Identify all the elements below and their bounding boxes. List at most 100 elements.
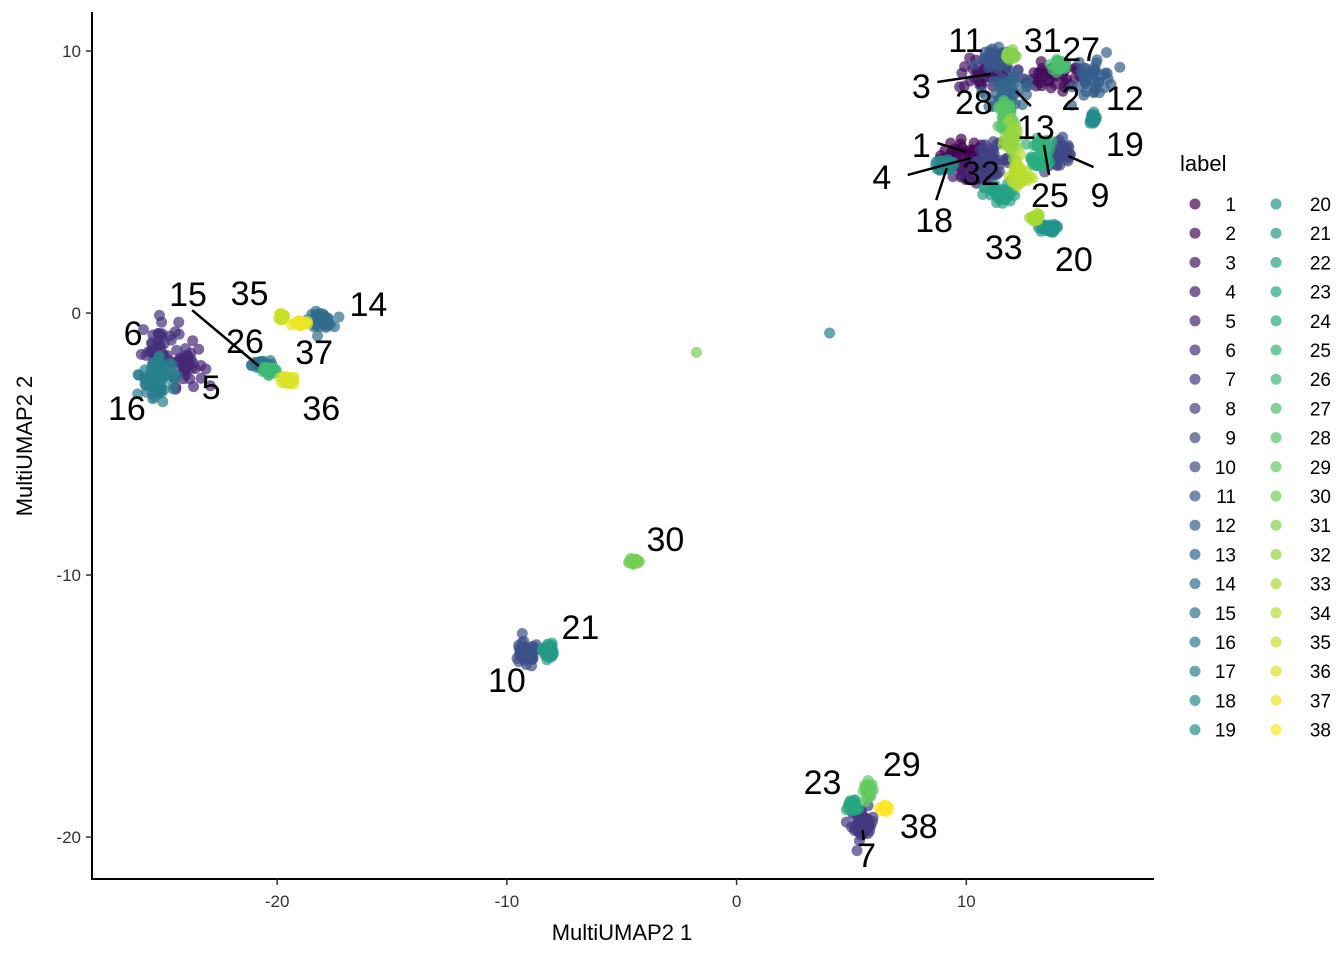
point-cluster-6 xyxy=(137,324,149,336)
legend-item-3: 3 xyxy=(1189,253,1236,274)
point-cluster-12 xyxy=(1089,63,1101,75)
legend-label: 4 xyxy=(1225,283,1236,304)
point-cluster-26 xyxy=(266,365,278,377)
legend-label: 30 xyxy=(1310,487,1331,508)
legend-item-1: 1 xyxy=(1189,195,1236,216)
cluster-label-5: 5 xyxy=(202,369,221,407)
legend-item-24: 24 xyxy=(1270,312,1331,333)
point-cluster-8 xyxy=(990,169,1002,181)
cluster-label-29: 29 xyxy=(883,746,921,784)
point-cluster-8 xyxy=(970,156,982,168)
point-cluster-3 xyxy=(958,80,970,92)
cluster-label-16: 16 xyxy=(108,390,146,428)
point-cluster-1 xyxy=(955,133,967,145)
point-cluster-17 xyxy=(824,327,836,339)
legend-item-31: 31 xyxy=(1270,516,1331,537)
x-tick-label: -10 xyxy=(495,892,520,911)
cluster-label-14: 14 xyxy=(349,286,387,324)
legend-label: 8 xyxy=(1225,399,1236,420)
cluster-label-13: 13 xyxy=(1017,109,1055,147)
legend-item-5: 5 xyxy=(1189,312,1236,333)
cluster-label-28: 28 xyxy=(955,84,993,122)
point-cluster-34 xyxy=(1024,171,1036,183)
point-cluster-25 xyxy=(1032,137,1044,149)
point-cluster-5 xyxy=(179,361,191,373)
legend-swatch xyxy=(1189,490,1201,502)
legend-label: 37 xyxy=(1310,691,1331,712)
legend-item-19: 19 xyxy=(1189,721,1236,742)
point-cluster-27 xyxy=(1053,56,1065,68)
point-cluster-12 xyxy=(1102,73,1114,85)
cluster-label-6: 6 xyxy=(124,315,143,353)
legend-item-30: 30 xyxy=(1270,487,1331,508)
legend-swatch xyxy=(1189,256,1201,268)
legend-item-29: 29 xyxy=(1270,458,1331,479)
point-cluster-10 xyxy=(524,651,536,663)
cluster-label-30: 30 xyxy=(646,521,684,559)
x-ticks: -20 -10 0 10 xyxy=(265,879,976,911)
point-cluster-17 xyxy=(160,360,172,372)
cluster-label-36: 36 xyxy=(302,390,340,428)
point-cluster-27 xyxy=(1044,59,1056,71)
legend-label: 23 xyxy=(1310,283,1331,304)
point-cluster-5 xyxy=(200,363,212,375)
cluster-label-19: 19 xyxy=(1106,126,1144,164)
legend-label: 7 xyxy=(1225,370,1236,391)
x-tick-label: -20 xyxy=(265,892,290,911)
point-cluster-4 xyxy=(955,171,967,183)
point-cluster-22 xyxy=(1009,189,1021,201)
legend-swatch xyxy=(1189,227,1201,239)
cluster-label-9: 9 xyxy=(1091,177,1110,215)
legend-swatch xyxy=(1189,548,1201,560)
legend-label: 14 xyxy=(1215,575,1237,596)
point-cluster-24 xyxy=(1036,157,1048,169)
legend-label: 1 xyxy=(1225,195,1236,216)
legend-label: 36 xyxy=(1310,662,1331,683)
legend-swatch xyxy=(1270,578,1282,590)
leader-line-25 xyxy=(1042,144,1051,176)
legend-swatch xyxy=(1189,344,1201,356)
point-cluster-17 xyxy=(153,350,165,362)
legend-label: 2 xyxy=(1225,224,1236,245)
legend-label: 18 xyxy=(1215,691,1236,712)
legend-item-9: 9 xyxy=(1189,429,1236,450)
legend-swatch xyxy=(1189,432,1201,444)
point-cluster-34 xyxy=(1008,176,1020,188)
cluster-label-31: 31 xyxy=(1024,22,1062,60)
legend-label: 6 xyxy=(1225,341,1236,362)
point-cluster-7 xyxy=(862,815,874,827)
y-tick-label: -20 xyxy=(56,828,81,847)
point-cluster-35 xyxy=(274,309,286,321)
legend-label: 34 xyxy=(1310,604,1332,625)
y-axis-label: MultiUMAP2 2 xyxy=(12,376,37,517)
point-cluster-34 xyxy=(1012,167,1024,179)
point-cluster-2 xyxy=(1044,75,1056,87)
cluster-label-37: 37 xyxy=(295,334,333,372)
cluster-label-18: 18 xyxy=(915,202,953,240)
point-cluster-22 xyxy=(992,190,1004,202)
legend-swatch xyxy=(1270,198,1282,210)
x-tick-label: 10 xyxy=(957,892,976,911)
legend-swatch xyxy=(1189,402,1201,414)
legend-item-22: 22 xyxy=(1270,253,1331,274)
point-cluster-10 xyxy=(516,637,528,649)
legend-item-26: 26 xyxy=(1270,370,1331,391)
point-cluster-14 xyxy=(333,311,345,323)
point-cluster-16 xyxy=(132,388,144,400)
point-cluster-30 xyxy=(626,554,638,566)
point-cluster-22 xyxy=(978,181,990,193)
cluster-label-23: 23 xyxy=(804,764,842,802)
point-cluster-23 xyxy=(840,804,852,816)
point-cluster-17 xyxy=(139,364,151,376)
legend-swatch xyxy=(1270,373,1282,385)
point-cluster-6 xyxy=(145,345,157,357)
legend-item-38: 38 xyxy=(1270,721,1331,742)
legend-swatch xyxy=(1270,548,1282,560)
legend-swatch xyxy=(1270,432,1282,444)
leader-line-13 xyxy=(1015,90,1032,107)
legend-swatch xyxy=(1270,256,1282,268)
cluster-label-32: 32 xyxy=(962,155,1000,193)
point-cluster-17 xyxy=(144,378,156,390)
point-cluster-8 xyxy=(972,168,984,180)
